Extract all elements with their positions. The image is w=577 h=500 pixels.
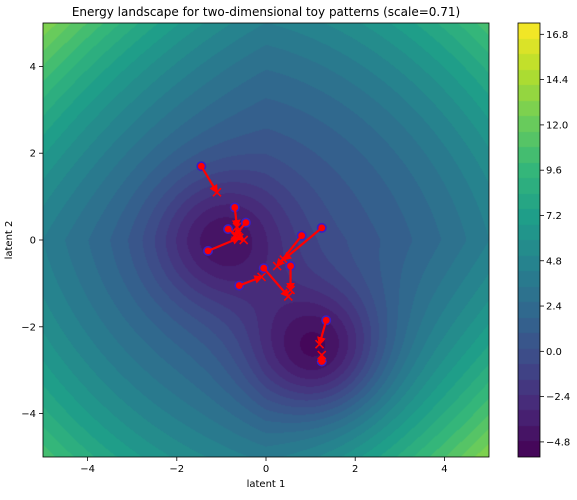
- contour-surface: [43, 23, 489, 457]
- trajectory-end-point: [279, 254, 289, 265]
- trajectory-end-point: [212, 187, 222, 197]
- colorbar-frame: [517, 22, 541, 458]
- colorbar-tick-label: −4.8: [546, 437, 570, 448]
- trajectory-end-point: [314, 339, 325, 349]
- x-axis: −4 −2 0 2 4: [80, 457, 448, 475]
- x-tick-label: 4: [441, 464, 447, 475]
- colorbar-tick-label: 7.2: [546, 211, 562, 222]
- trajectory-arrow: [317, 319, 328, 346]
- x-tick-label: −4: [80, 464, 95, 475]
- trajectory-end-point: [285, 285, 296, 295]
- y-tick-label: 2: [30, 149, 36, 160]
- colorbar-ticks: −4.8 −2.4 0.0 2.4 4.8 7.2 9.6 12.0 14.4 16.8: [540, 30, 570, 448]
- trajectory-end-point: [317, 350, 327, 360]
- trajectory-end-point: [283, 291, 293, 301]
- colorbar-tick-label: 2.4: [546, 302, 562, 313]
- chart-title: Energy landscape for two-dimensional toy…: [72, 5, 460, 19]
- trajectory-arrow: [207, 236, 241, 252]
- trajectories-layer: [196, 161, 332, 367]
- y-tick-label: −2: [21, 322, 36, 333]
- y-axis-label: latent 2: [4, 221, 15, 260]
- trajectory-arrow: [276, 234, 303, 268]
- x-axis-label: latent 1: [247, 479, 286, 490]
- colorbar-tick-label: 14.4: [546, 75, 568, 86]
- colorbar-tick-label: 12.0: [546, 120, 568, 131]
- colorbar-tick-label: 16.8: [546, 30, 568, 41]
- trajectory-arrow: [200, 165, 218, 194]
- colorbar-tick-label: 0.0: [546, 347, 562, 358]
- trajectory-end-point: [239, 235, 249, 245]
- trajectory-end-point: [234, 233, 244, 243]
- y-tick-label: 0: [30, 236, 36, 247]
- x-tick-label: 2: [352, 464, 358, 475]
- x-tick-label: −2: [169, 464, 184, 475]
- trajectory-arrow: [231, 207, 241, 229]
- trajectory-arrow: [262, 267, 290, 298]
- x-tick-label: 0: [263, 464, 269, 475]
- y-tick-label: −4: [21, 409, 36, 420]
- trajectory-end-point: [256, 272, 267, 282]
- trajectory-arrow: [282, 227, 323, 261]
- colorbar-tick-label: 4.8: [546, 256, 562, 267]
- colorbar-tick-label: 9.6: [546, 166, 562, 177]
- plot-area: [42, 22, 490, 458]
- trajectory-arrow: [238, 275, 264, 287]
- y-tick-label: 4: [30, 62, 36, 73]
- colorbar: −4.8 −2.4 0.0 2.4 4.8 7.2 9.6 12.0 14.4 16.8: [517, 22, 570, 458]
- y-axis: −4 −2 0 2 4: [21, 62, 43, 420]
- colorbar-tick-label: −2.4: [546, 392, 570, 403]
- colorbar-gradient: [518, 23, 540, 457]
